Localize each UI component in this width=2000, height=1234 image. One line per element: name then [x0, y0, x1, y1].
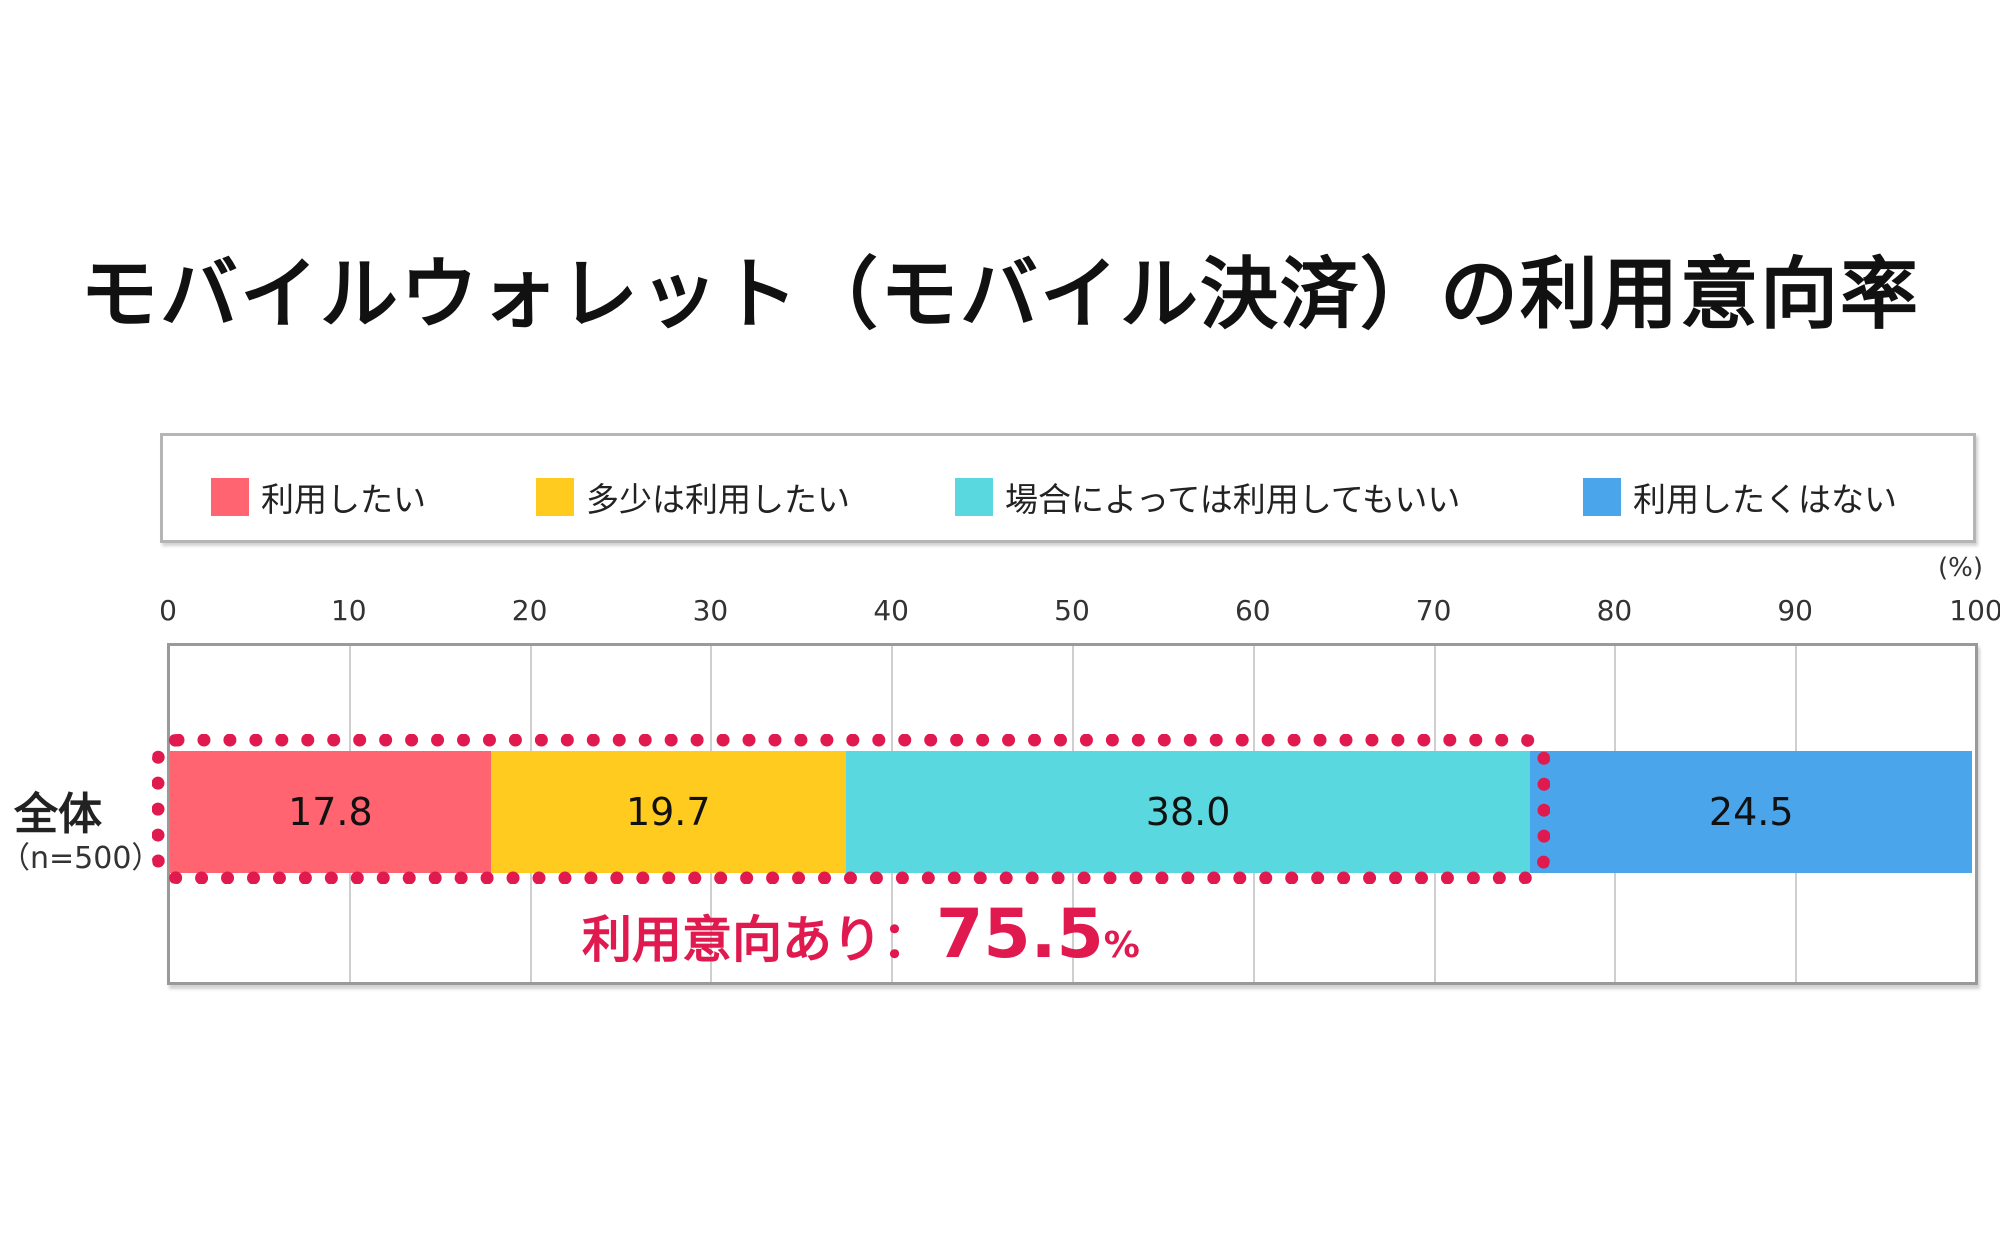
category-sample-size: （n=500） [0, 841, 162, 876]
x-tick-label: 90 [1777, 594, 1814, 627]
intent-callout: 利用意向あり： 75.5 % [582, 895, 1140, 974]
bar-value-label: 17.8 [288, 790, 373, 834]
axis-unit-label: (%) [1938, 553, 1983, 583]
bar-value-label: 38.0 [1145, 790, 1231, 834]
callout-text: 利用意向あり： [582, 911, 932, 969]
chart-title: モバイルウォレット（モバイル決済）の利用意向率 [79, 250, 1920, 340]
category-label: 全体 [14, 789, 102, 840]
callout-value: 75.5 [936, 895, 1104, 974]
plot-area: 17.8 19.7 38.0 24.5 [167, 643, 1978, 985]
x-tick-label: 60 [1234, 594, 1271, 627]
x-tick-label: 50 [1054, 594, 1090, 627]
x-tick-label: 80 [1596, 594, 1633, 627]
legend-item: 利用したい [211, 473, 426, 521]
legend-item: 場合によっては利用してもいい [955, 473, 1460, 521]
legend-swatch-icon [1583, 478, 1621, 516]
x-tick-label: 70 [1415, 594, 1452, 627]
legend-item: 多少は利用したい [536, 473, 850, 521]
bar-segment: 19.7 [490, 751, 846, 873]
bar-segment: 38.0 [845, 751, 1531, 873]
x-tick-label: 40 [873, 594, 910, 627]
legend-label: 多少は利用したい [586, 480, 850, 519]
intent-highlight-box [152, 734, 1550, 884]
legend-swatch-icon [211, 478, 249, 516]
legend-label: 場合によっては利用してもいい [1005, 480, 1461, 519]
x-tick-label: 0 [159, 594, 177, 627]
x-tick-label: 20 [511, 594, 548, 627]
x-tick-label: 30 [692, 594, 729, 627]
legend-label: 利用したくはない [1633, 480, 1897, 519]
legend: 利用したい 多少は利用したい 場合によっては利用してもいい 利用したくはない [160, 433, 1976, 543]
legend-swatch-icon [955, 478, 993, 516]
x-tick-label: 10 [330, 594, 367, 627]
stacked-bar-total: 17.8 19.7 38.0 24.5 [170, 751, 1972, 873]
legend-swatch-icon [536, 478, 574, 516]
legend-item: 利用したくはない [1583, 473, 1897, 521]
legend-label: 利用したい [261, 480, 426, 519]
bar-value-label: 19.7 [625, 790, 711, 834]
x-tick-label: 100 [1949, 594, 2000, 627]
bar-value-label: 24.5 [1708, 790, 1794, 834]
callout-unit: % [1103, 925, 1140, 966]
bar-segment: 17.8 [170, 751, 491, 873]
bar-segment: 24.5 [1530, 751, 1972, 873]
